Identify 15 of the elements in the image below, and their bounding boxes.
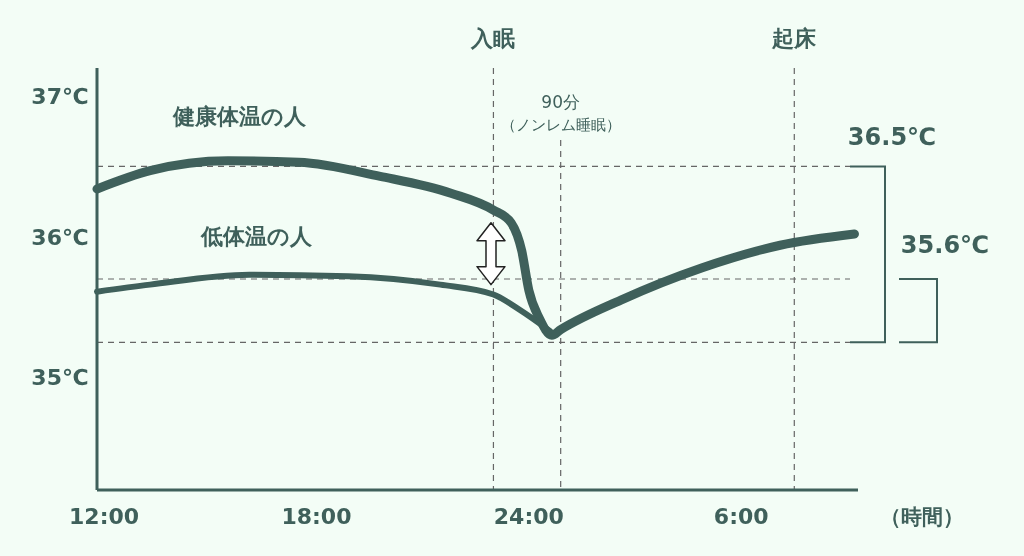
y-tick-label: 35℃ [31,365,89,391]
series-label: 低体温の人 [199,223,313,249]
ref-line-label: 起床 [771,26,818,51]
ref-line-label: 90分（ノンレム睡眠） [500,92,621,134]
text: 35.6℃ [900,231,990,259]
x-tick-label: 24:00 [493,504,564,529]
y-tick-label: 36℃ [31,224,89,250]
series-label: 健康体温の人 [171,104,307,130]
x-tick-label: 6:00 [713,504,769,529]
ref-line-label: 入眠 [470,26,516,51]
y-tick-label: 37℃ [31,84,89,110]
x-axis-title: （時間） [880,505,964,529]
x-tick-label: 12:00 [69,504,140,529]
ref-line-label: 36.5℃ [847,123,937,152]
x-tick-label: 18:00 [281,504,352,529]
